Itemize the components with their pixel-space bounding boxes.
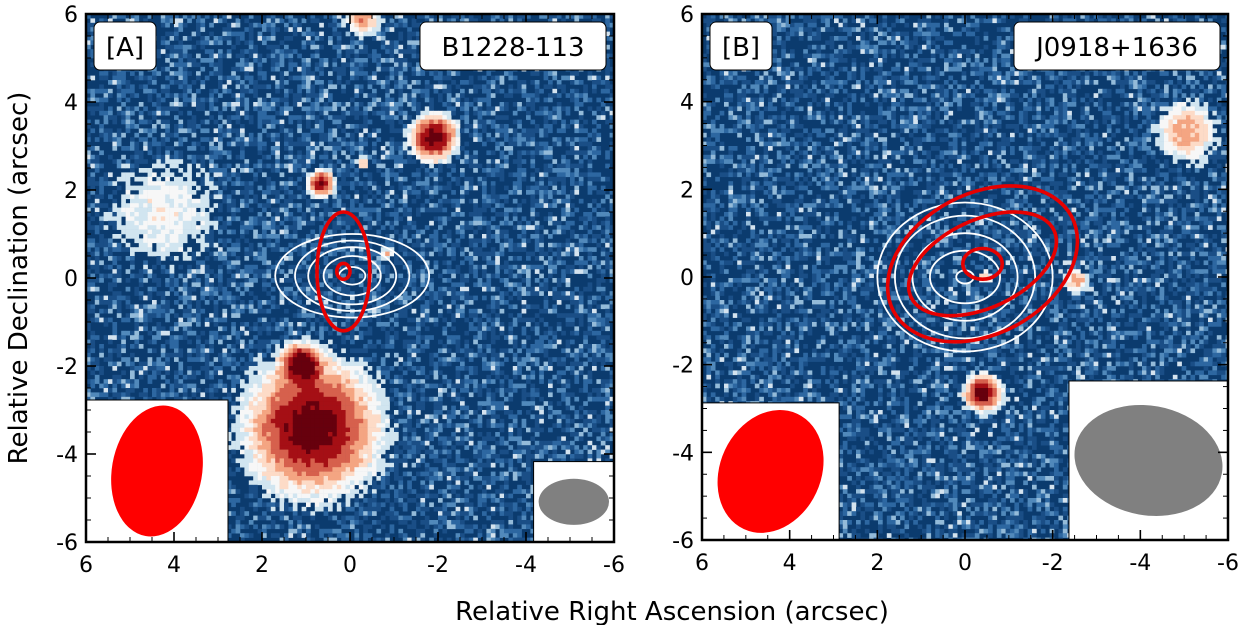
y-tick-label: 6 [64,3,78,28]
radio-contour-1 [961,246,1005,281]
y-tick-label: 4 [680,91,694,116]
y-tick-label: 2 [64,179,78,204]
panels: 6 4 2 0 -2 -4 -6 -6 -4 -2 0 2 4 6 [A] B1228-113 6 4 2 0 -2 -4… [56,3,1239,578]
radio-contour-1 [334,261,352,282]
optical-beam [1074,404,1223,516]
x-tick-label: 0 [958,551,972,576]
radio-beam [717,410,824,533]
x-tick-label: 6 [695,551,709,576]
x-tick-label: 2 [255,553,269,578]
optical-contour-5 [876,201,1054,353]
panel-b: 6 4 2 0 -2 -4 -6 -6 -4 -2 0 2 4 6 [B] J0918+1636 [672,3,1239,576]
optical-beam [538,478,609,525]
y-axis-label: Relative Declination (arcsec) [4,92,34,465]
x-axis-label: Relative Right Ascension (arcsec) [455,597,889,625]
panel-label: [A] [93,21,157,71]
x-tick-label: 6 [79,553,93,578]
x-tick-label: -4 [1129,551,1151,576]
y-tick-label: 0 [64,267,78,292]
panel-label-text: [A] [106,33,144,63]
panel-label: [B] [709,21,773,71]
x-tick-label: -4 [515,553,537,578]
x-tick-label: 4 [167,553,181,578]
source-name: J0918+1636 [1013,21,1221,71]
y-tick-label: 0 [680,266,694,291]
source-name-text: J0918+1636 [1034,33,1198,63]
axes: 6 4 2 0 -2 -4 -6 -6 -4 -2 0 2 4 6 [672,3,1239,576]
y-tick-label: 4 [64,91,78,116]
optical-contour-3 [307,246,398,306]
optical-contour-2 [929,249,1001,305]
axes: 6 4 2 0 -2 -4 -6 -6 -4 -2 0 2 4 6 [56,3,625,578]
optical-contour-3 [911,232,1019,322]
optical-contour-5 [274,233,431,319]
y-tick-label: -4 [56,443,78,468]
y-tick-label: 6 [680,3,694,28]
x-tick-label: -6 [1217,551,1239,576]
x-tick-label: -2 [427,553,449,578]
y-tick-label: -6 [672,529,694,554]
optical-contour-2 [322,255,382,297]
radio-contour-2 [906,210,1059,318]
y-tick-label: -2 [672,354,694,379]
radio-contour-2 [315,210,372,333]
y-tick-label: -4 [672,441,694,466]
x-tick-label: 0 [343,553,357,578]
x-tick-label: -6 [603,553,625,578]
radio-beam [111,405,203,537]
source-name-box [1013,21,1221,71]
source-name-box [419,21,607,71]
panel-label-box [93,21,157,71]
panel-a: 6 4 2 0 -2 -4 -6 -6 -4 -2 0 2 4 6 [A] B1228-113 [56,3,625,578]
y-tick-label: -6 [56,531,78,556]
panel-label-text: [B] [722,33,760,63]
radio-contour-3 [885,184,1080,344]
x-tick-label: 4 [783,551,797,576]
x-tick-label: -2 [1042,551,1064,576]
x-tick-label: 2 [870,551,884,576]
optical-contour-4 [893,214,1037,340]
y-tick-label: -2 [56,355,78,380]
panel-label-box [709,21,773,71]
optical-contour-4 [294,239,411,312]
source-name-text: B1228-113 [441,33,584,63]
source-name: B1228-113 [419,21,607,71]
y-tick-label: 2 [680,178,694,203]
